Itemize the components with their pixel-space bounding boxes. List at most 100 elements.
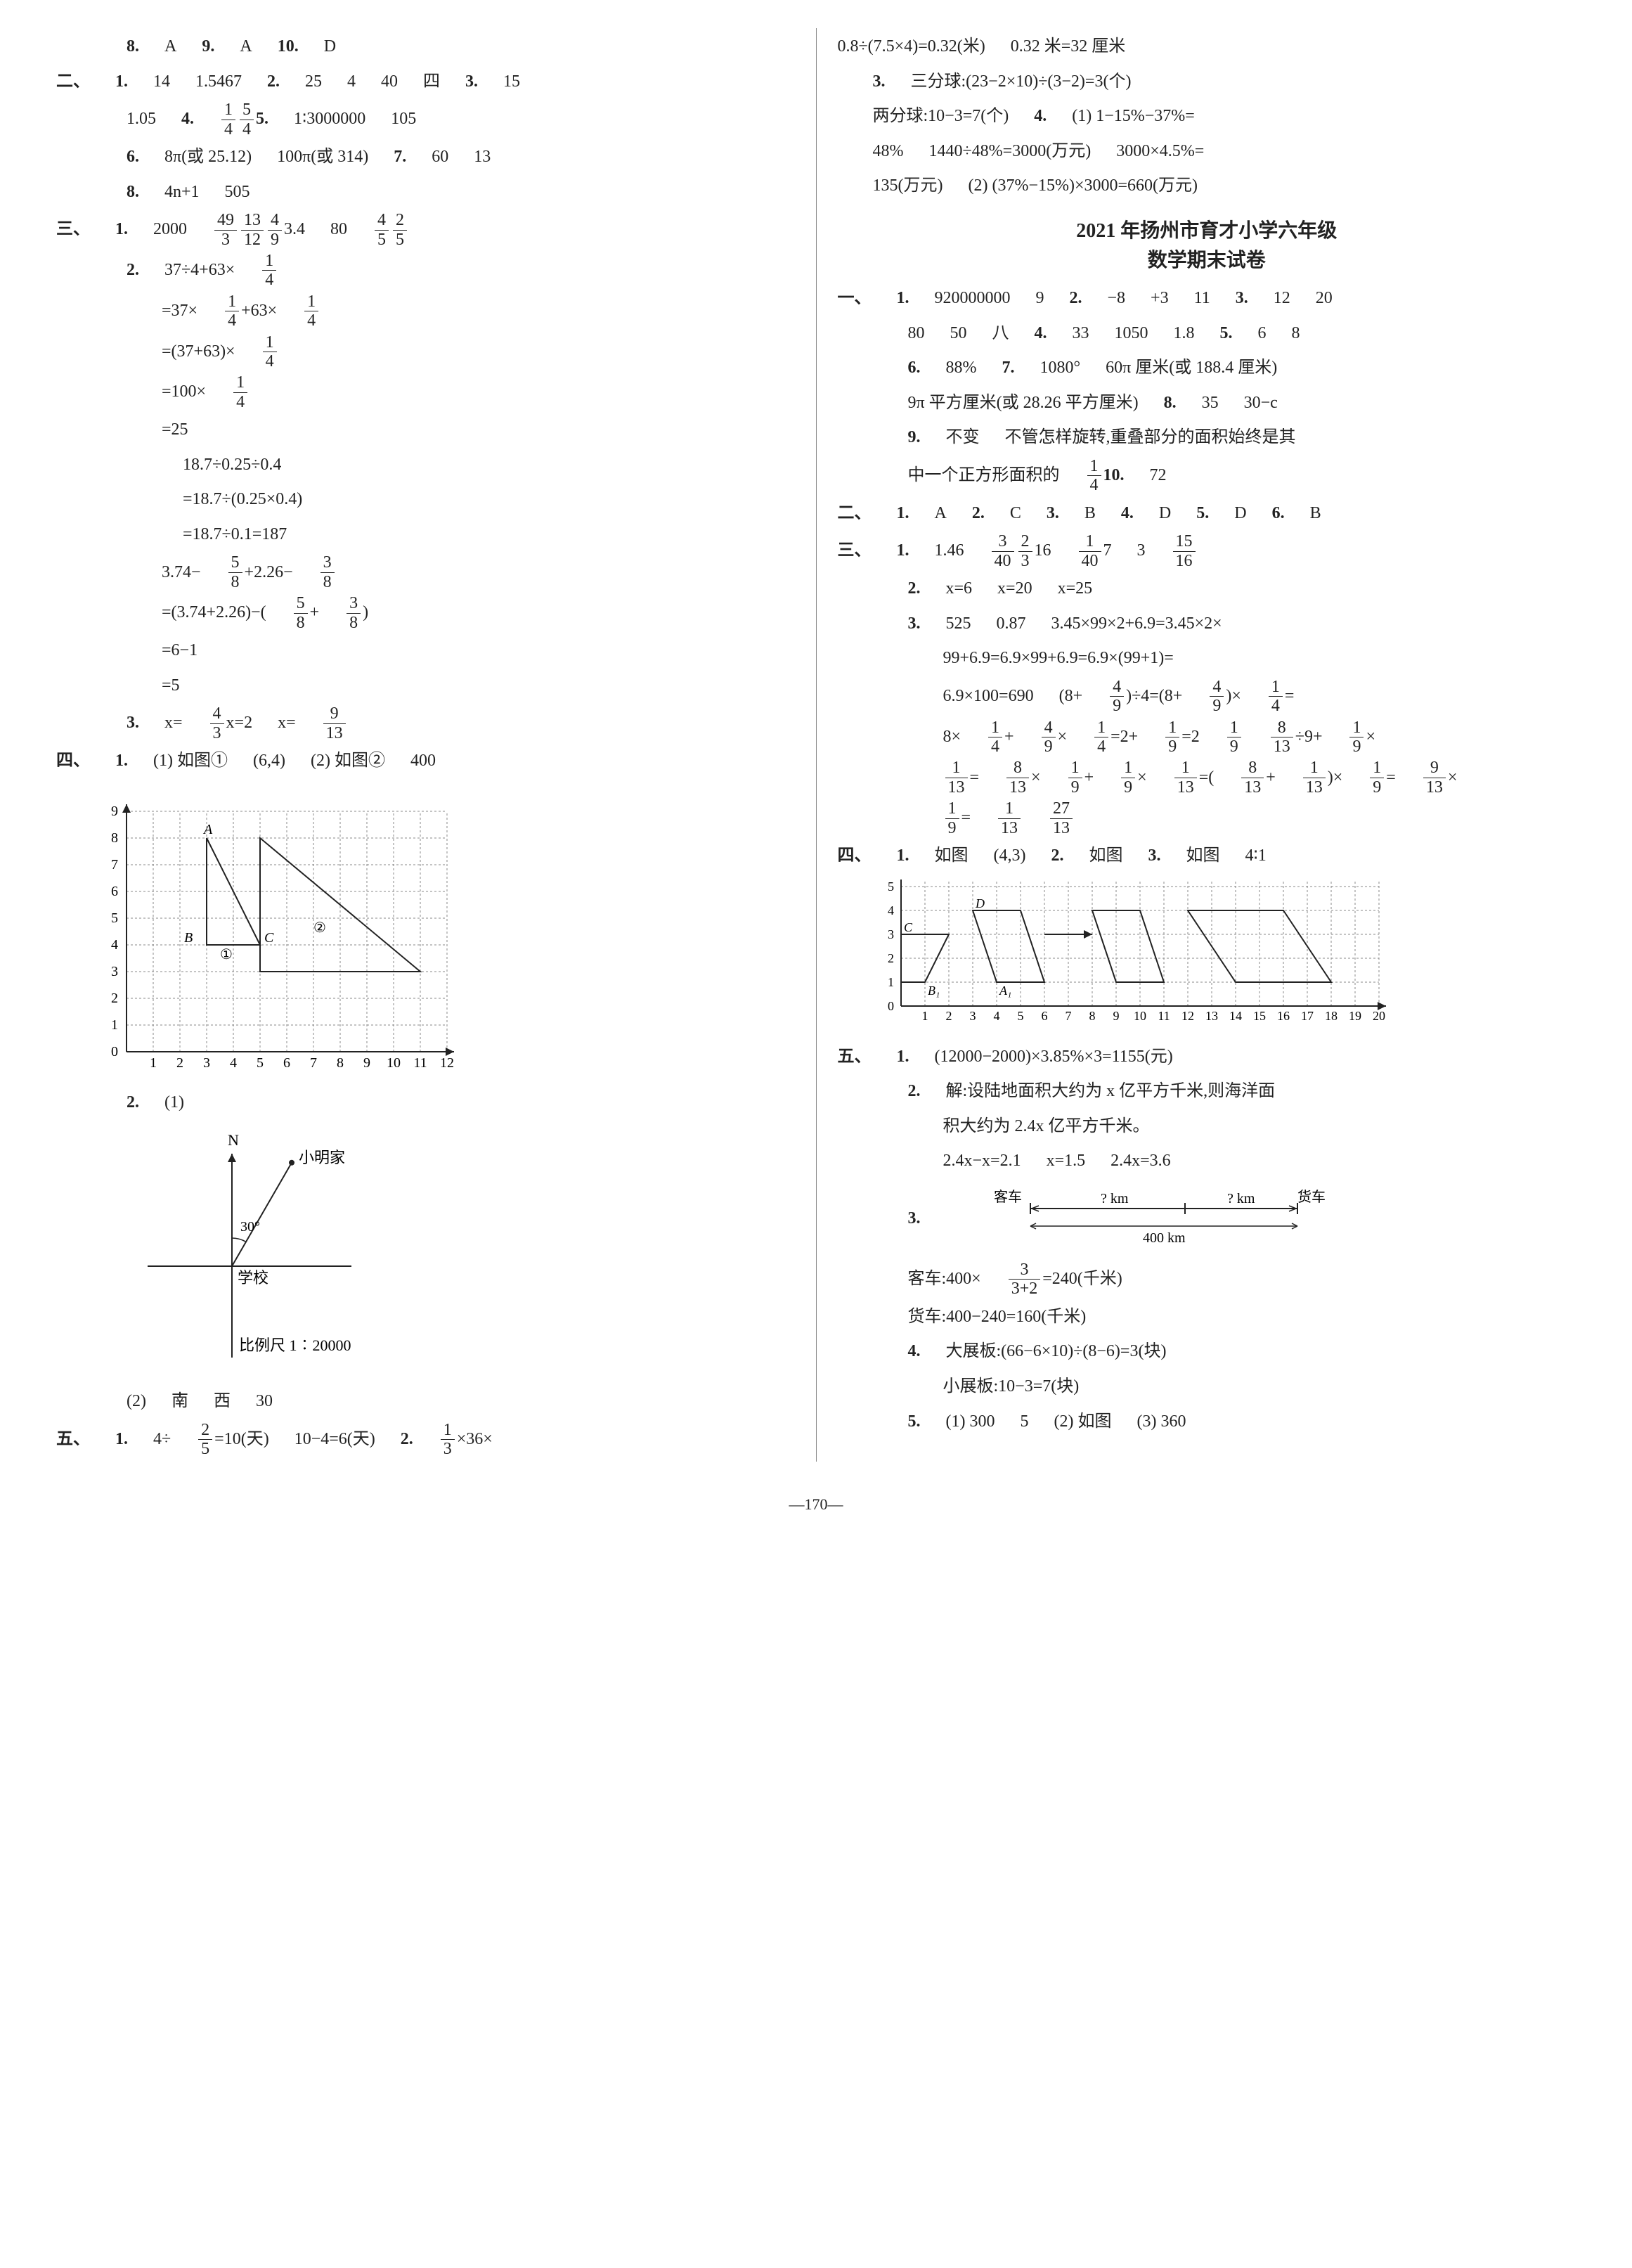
r-sec4-l1: 四、1.如图(4,3)2.如图3.如图4∶1: [838, 840, 1576, 872]
svg-text:? km: ? km: [1227, 1191, 1255, 1206]
svg-text:9: 9: [111, 804, 118, 819]
r-sec5-l3: 3. 客车 货车 ? km ? km 400 km: [838, 1180, 1576, 1258]
svg-text:1: 1: [150, 1055, 157, 1071]
r-sec3-l3: 3.5250.873.45×99×2+6.9=3.45×2×: [838, 608, 1576, 640]
r-sec5-l5: 5.(1) 3005(2) 如图(3) 360: [838, 1406, 1576, 1438]
svg-text:2: 2: [888, 951, 894, 965]
exam-title: 2021 年扬州市育才小学六年级 数学期末试卷: [838, 217, 1576, 276]
sec4-l1: 四、1.(1) 如图①(6,4)(2) 如图②400: [56, 745, 795, 778]
svg-text:19: 19: [1349, 1009, 1361, 1023]
svg-text:8: 8: [337, 1055, 344, 1071]
sec4-q2-l1: 2.(1): [56, 1087, 795, 1119]
grid-chart-2: 12345678910111213141516171819200123456CD…: [880, 880, 1414, 1034]
svg-text:C: C: [264, 930, 274, 946]
svg-text:9: 9: [1113, 1009, 1119, 1023]
svg-text:2: 2: [176, 1055, 183, 1071]
sec2-l4: 8.4n+1505: [56, 176, 795, 209]
svg-text:5: 5: [888, 880, 894, 894]
svg-text:小明家: 小明家: [299, 1149, 345, 1166]
svg-text:5: 5: [257, 1055, 264, 1071]
svg-text:N: N: [228, 1131, 239, 1149]
svg-text:7: 7: [111, 857, 118, 872]
right-column: 0.8÷(7.5×4)=0.32(米)0.32 米=32 厘米3.三分球:(23…: [817, 28, 1598, 1462]
r-sec5-l3c: 货车:400−240=160(千米): [838, 1301, 1576, 1334]
sec4-q2-l2: (2)南西30: [56, 1386, 795, 1418]
r-sec3-l1: 三、1.1.463402316140731516: [838, 532, 1576, 570]
svg-text:3: 3: [888, 927, 894, 941]
svg-text:10: 10: [387, 1055, 401, 1071]
svg-text:5: 5: [111, 910, 118, 926]
r-sec3-l3f: 19=1132713: [838, 799, 1576, 837]
svg-text:12: 12: [1181, 1009, 1194, 1023]
r-sec2: 二、1.A2.C3.B4.D5.D6.B: [838, 498, 1576, 530]
svg-text:16: 16: [1277, 1009, 1290, 1023]
r-sec5-l2c: 2.4x−x=2.1x=1.52.4x=3.6: [838, 1145, 1576, 1178]
r-sec3-l3e: 113=813×19+19×113=(813+113)×19=913×: [838, 759, 1576, 797]
svg-text:3: 3: [969, 1009, 976, 1023]
svg-text:学校: 学校: [238, 1269, 268, 1287]
r-sec3-l3b: 99+6.9=6.9×99+6.9=6.9×(99+1)=: [838, 643, 1576, 675]
svg-text:①: ①: [220, 947, 233, 962]
svg-text:货车: 货车: [1297, 1189, 1326, 1205]
svg-text:11: 11: [1158, 1009, 1170, 1023]
svg-text:1: 1: [888, 975, 894, 989]
svg-text:B₁: B₁: [928, 984, 940, 998]
r-sec5-l2b: 积大约为 2.4x 亿平方千米。: [838, 1111, 1576, 1143]
svg-text:14: 14: [1229, 1009, 1242, 1023]
svg-text:7: 7: [1065, 1009, 1071, 1023]
svg-text:4: 4: [111, 937, 118, 953]
svg-text:3: 3: [203, 1055, 210, 1071]
svg-text:11: 11: [413, 1055, 427, 1071]
svg-text:8: 8: [1089, 1009, 1095, 1023]
r-sec3-l3d: 8×14+49×14=2+19=2 19813÷9+19×: [838, 719, 1576, 756]
svg-text:比例尺 1∶20000: 比例尺 1∶20000: [239, 1336, 351, 1354]
svg-text:30°: 30°: [240, 1219, 260, 1235]
svg-text:0: 0: [111, 1044, 118, 1059]
r-sec5-l3b: 客车:400×33+2=240(千米): [838, 1261, 1576, 1299]
svg-text:0: 0: [888, 999, 894, 1013]
compass-diagram: N 小明家学校 30° 比例尺 1∶20000: [127, 1126, 380, 1379]
right-cont: 0.8÷(7.5×4)=0.32(米)0.32 米=32 厘米3.三分球:(23…: [838, 31, 1576, 202]
r-sec5-l4: 4.大展板:(66−6×10)÷(8−6)=3(块): [838, 1336, 1576, 1368]
svg-text:15: 15: [1253, 1009, 1266, 1023]
svg-text:18: 18: [1325, 1009, 1338, 1023]
svg-text:12: 12: [440, 1055, 454, 1071]
r-sec3-l3c: 6.9×100=690(8+49)÷4=(8+49)×14=: [838, 678, 1576, 716]
q8-10: 8.A9.A10.D: [56, 31, 795, 63]
page-number: —170—: [35, 1490, 1597, 1519]
r-sec5-l1: 五、1.(12000−2000)×3.85%×3=1155(元): [838, 1041, 1576, 1074]
r-sec5-l2: 2.解:设陆地面积大约为 x 亿平方千米,则海洋面: [838, 1076, 1576, 1108]
sec2-l1: 二、1.141.54672.25440四3.15: [56, 66, 795, 98]
sec2-l3: 6.8π(或 25.12)100π(或 314)7.6013: [56, 141, 795, 174]
svg-text:1: 1: [111, 1017, 118, 1033]
svg-text:6: 6: [283, 1055, 290, 1071]
r-sec3-l2: 2.x=6x=20x=25: [838, 573, 1576, 605]
sec3-q3: 3.x=43x=2x=913: [56, 704, 795, 742]
svg-text:10: 10: [1134, 1009, 1146, 1023]
svg-text:A: A: [202, 822, 213, 837]
r-sec5-l4b: 小展板:10−3=7(块): [838, 1371, 1576, 1403]
sec5-l1: 五、1.4÷25=10(天)10−4=6(天)2.13×36×: [56, 1421, 795, 1459]
svg-text:20: 20: [1373, 1009, 1385, 1023]
svg-text:B: B: [184, 930, 193, 946]
svg-text:? km: ? km: [1101, 1191, 1129, 1206]
svg-text:C: C: [904, 920, 913, 934]
svg-text:8: 8: [111, 830, 118, 846]
svg-text:D: D: [975, 896, 985, 910]
svg-text:4: 4: [888, 903, 894, 917]
svg-text:6: 6: [111, 884, 118, 899]
svg-text:客车: 客车: [994, 1189, 1022, 1205]
svg-text:②: ②: [313, 920, 326, 936]
svg-text:7: 7: [310, 1055, 317, 1071]
sec3-q2: 2.37÷4+63×14=37×14+63×14=(37+63)×14=100×…: [56, 252, 795, 702]
left-column: 8.A9.A10.D 二、1.141.54672.25440四3.15 1.05…: [35, 28, 817, 1462]
sec2-l2: 1.054.14545.1∶3000000105: [56, 101, 795, 138]
svg-text:9: 9: [363, 1055, 370, 1071]
svg-text:5: 5: [1017, 1009, 1023, 1023]
svg-text:4: 4: [993, 1009, 999, 1023]
svg-text:1: 1: [921, 1009, 928, 1023]
r-sec1: 一、1.92000000092.−8+3113.12208050八4.33105…: [838, 283, 1576, 495]
svg-text:4: 4: [230, 1055, 237, 1071]
svg-text:2: 2: [945, 1009, 952, 1023]
svg-text:A₁: A₁: [999, 984, 1011, 998]
